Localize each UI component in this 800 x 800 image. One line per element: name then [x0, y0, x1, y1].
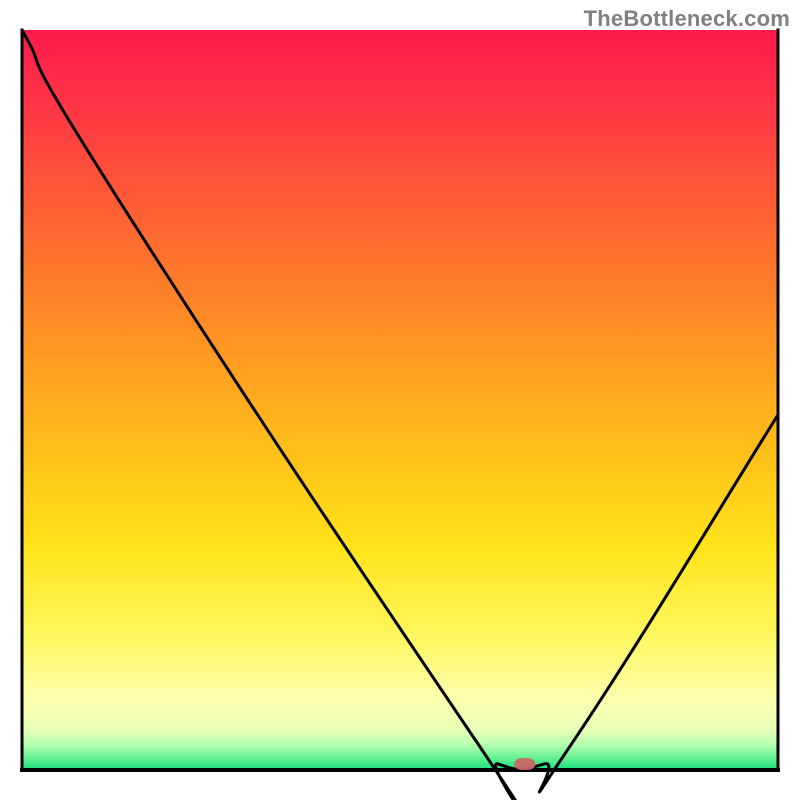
chart-svg — [0, 0, 800, 800]
optimum-marker — [514, 758, 535, 770]
plot-background — [22, 30, 778, 770]
bottleneck-chart: TheBottleneck.com — [0, 0, 800, 800]
watermark-text: TheBottleneck.com — [584, 6, 790, 32]
